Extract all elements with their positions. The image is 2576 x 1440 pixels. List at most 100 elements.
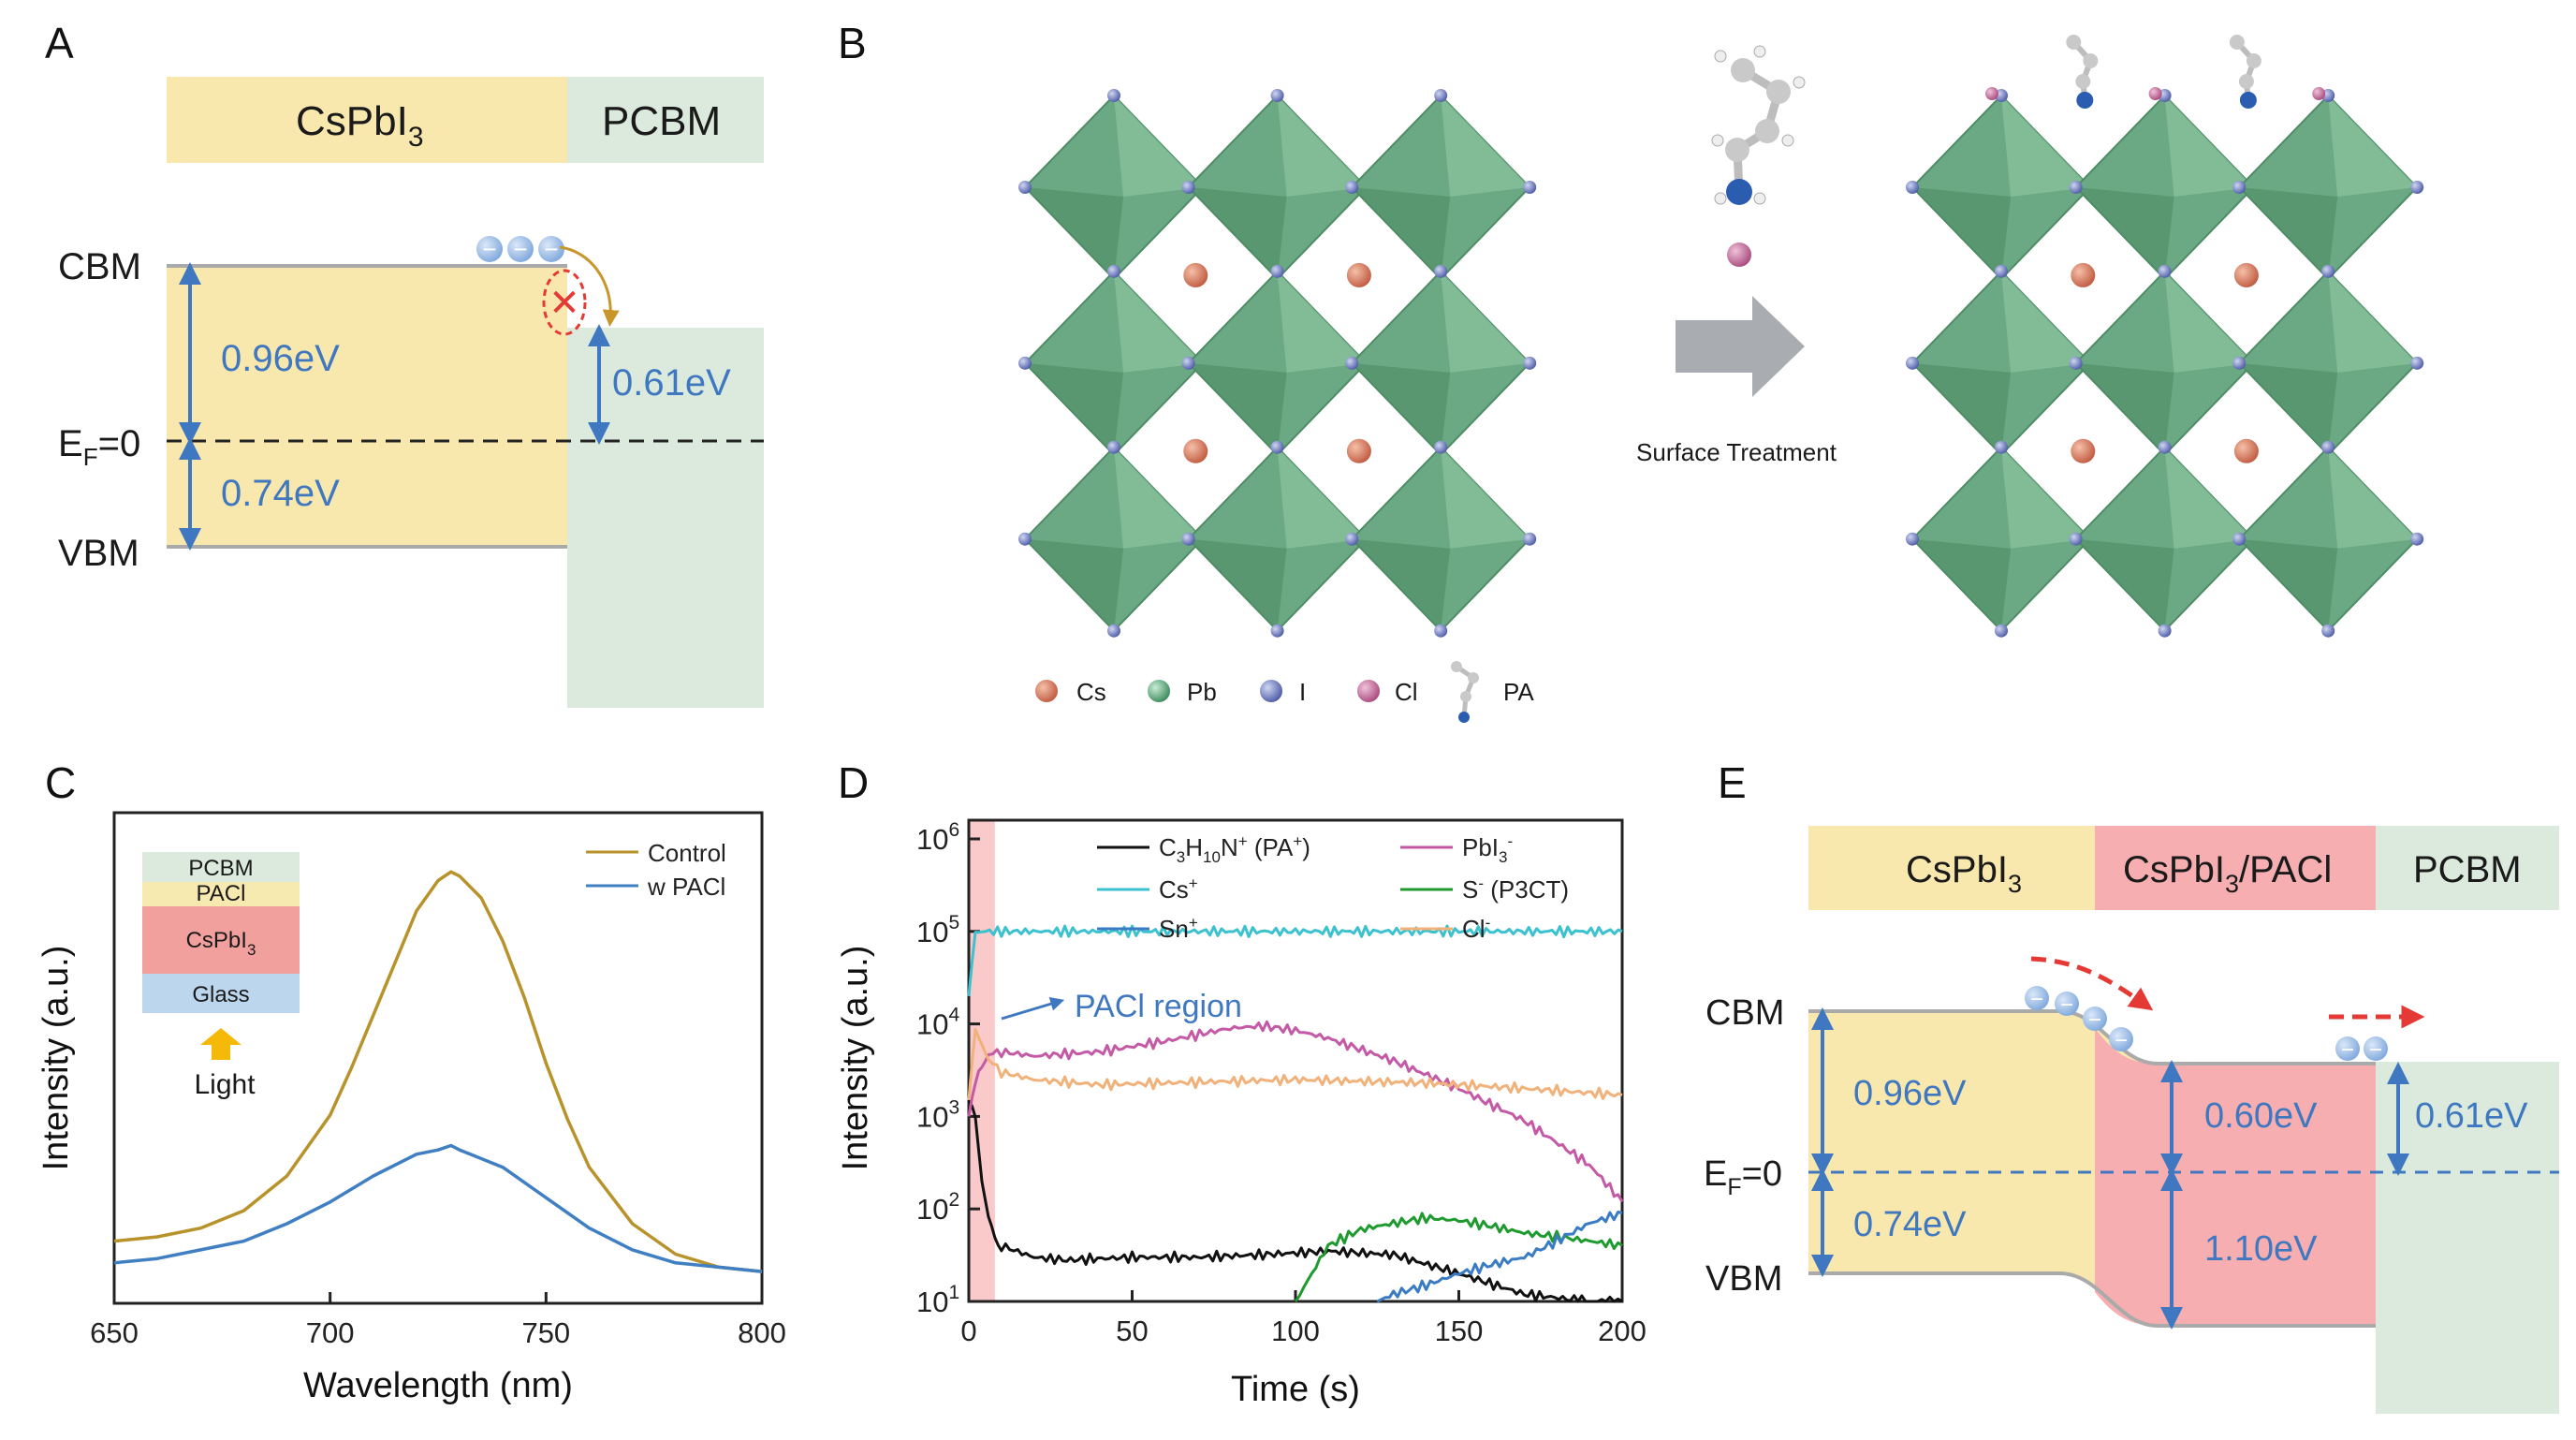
series-line	[1294, 1212, 1623, 1302]
panel-e-band-diagram: CsPbI3 CsPbI3/PACl PCBM CBM EF=0 VBM 0.9…	[1704, 826, 2559, 1414]
electron-sign: −	[2115, 1028, 2128, 1053]
i-atom	[2321, 624, 2335, 638]
electron-sign: −	[2341, 1037, 2354, 1063]
octahedron-face	[2001, 96, 2090, 197]
electron-sign: −	[2030, 987, 2043, 1012]
legend-pa-label: PA	[1503, 678, 1534, 706]
axis-ticks-d: 0 50 100 150 200 101 102 103 104 105 106	[916, 819, 1647, 1347]
i-atom	[2410, 181, 2424, 194]
layer-pcbm-header-e	[2376, 826, 2559, 910]
x-tick-label: 150	[1435, 1315, 1484, 1347]
octahedron-face	[2075, 362, 2174, 455]
x-tick-label: 200	[1598, 1315, 1647, 1347]
electron-sign: −	[2088, 1007, 2101, 1033]
i-atom	[1181, 356, 1195, 370]
i-atom	[1995, 440, 2008, 454]
pa-carbon	[2238, 74, 2254, 89]
gap-1-bottom-value: 0.74eV	[1853, 1205, 1967, 1244]
pa-carbon	[2246, 53, 2261, 68]
i-atom	[1523, 181, 1537, 194]
vbm-level-line-e	[1808, 1271, 2376, 1328]
i-atom	[1434, 624, 1448, 638]
layer-pcbm-label-e: PCBM	[2413, 849, 2522, 890]
octahedron-face	[1114, 447, 1203, 549]
pa-carbon	[2075, 74, 2091, 89]
cs-atom	[2071, 262, 2096, 287]
panel-label-a: A	[45, 19, 74, 67]
transfer-arrow-1-e	[2030, 956, 2154, 1011]
legend-control-label: Control	[648, 839, 726, 867]
legend-pbi3-ion-label: PbI3-	[1462, 832, 1513, 866]
octahedron-face	[2001, 447, 2090, 549]
cspbi3-band-box	[167, 266, 567, 547]
x-ticks-c: 650 700 750 800	[90, 1292, 786, 1349]
octahedron-face	[1912, 362, 2011, 455]
cs-atom	[2233, 262, 2259, 287]
i-atom	[2321, 440, 2335, 454]
i-atom	[1018, 356, 1032, 370]
electron-group-a: − − −	[476, 235, 564, 263]
panel-b-legend: Cs Pb I Cl PA	[1035, 661, 1534, 723]
legend-pb-icon	[1148, 680, 1170, 702]
i-atom	[2069, 356, 2083, 370]
cl-atom	[2312, 87, 2326, 100]
series-line-control	[113, 870, 763, 1273]
cs-atom	[1346, 262, 1371, 287]
cbm-label-e: CBM	[1705, 993, 1784, 1033]
legend-pa-ion-label: C3H10N+ (PA+)	[1159, 832, 1310, 866]
y-axis-label-c: Intensity (a.u.)	[37, 946, 76, 1171]
octahedron-face	[1025, 362, 1123, 455]
x-tick-label: 650	[90, 1316, 139, 1349]
surface-treatment-label: Surface Treatment	[1636, 438, 1837, 466]
light-label: Light	[194, 1069, 256, 1100]
y-tick-label: 101	[916, 1282, 959, 1318]
electron-icon	[2335, 1036, 2360, 1061]
octahedron-face	[2239, 362, 2338, 455]
y-tick-label: 104	[916, 1005, 959, 1041]
cl-ion-icon	[1727, 242, 1751, 267]
i-atom	[2158, 624, 2172, 638]
stack-pacl-layer	[142, 882, 300, 906]
pa-carbon	[2229, 35, 2245, 50]
panel-a-band-diagram: CsPbI3 PCBM CBM EF=0 VBM 0.96eV 0.74eV 0…	[58, 77, 764, 708]
legend-c: Control w PACl	[586, 839, 726, 901]
cl-atom	[2148, 87, 2162, 100]
series-line	[967, 1020, 1624, 1203]
pa-carbon	[2066, 35, 2082, 50]
octahedron-face	[1188, 538, 1287, 631]
blocked-cross-icon: ✕	[549, 283, 580, 324]
ef-label-e: EF=0	[1704, 1154, 1782, 1200]
legend-sn-ion-label: Sn+	[1159, 914, 1198, 943]
panel-label-e: E	[1718, 758, 1747, 807]
legend-i-label: I	[1299, 678, 1306, 706]
gap-pcbm-value: 0.61eV	[612, 362, 731, 404]
x-axis-label-d: Time (s)	[1231, 1370, 1360, 1409]
gap-3-value: 0.61eV	[2415, 1096, 2528, 1136]
i-atom	[1270, 440, 1284, 454]
cs-atom	[2071, 438, 2096, 463]
stack-pcbm-layer	[142, 852, 300, 882]
octahedron-face	[1441, 96, 1530, 197]
x-axis-label-c: Wavelength (nm)	[303, 1366, 573, 1405]
legend-d: C3H10N+ (PA+) Cs+ Sn+ PbI3- S- (P3CT) Cl…	[1097, 832, 1569, 943]
electron-sign: −	[2060, 992, 2073, 1018]
i-atom	[1345, 356, 1359, 370]
octahedron-face	[1114, 96, 1203, 197]
i-atom	[1107, 440, 1120, 454]
legend-cl-ion-label: Cl-	[1462, 914, 1490, 943]
pa-molecule-icon	[1711, 45, 1806, 205]
i-atom	[2321, 264, 2335, 278]
pa-carbon	[2083, 53, 2099, 68]
series-lines-d	[967, 924, 1624, 1303]
i-atom	[2232, 181, 2247, 194]
i-atom	[2069, 181, 2083, 194]
octahedron-face	[2328, 96, 2418, 197]
interlayer-band-region-e	[2095, 1028, 2376, 1326]
octahedron-face	[2075, 187, 2174, 279]
light-arrow-icon	[200, 1028, 242, 1060]
gap-cbm-value: 0.96eV	[221, 338, 340, 379]
i-atom	[1906, 356, 1919, 370]
legend-pb-label: Pb	[1187, 678, 1217, 706]
electron-icon	[476, 236, 503, 262]
